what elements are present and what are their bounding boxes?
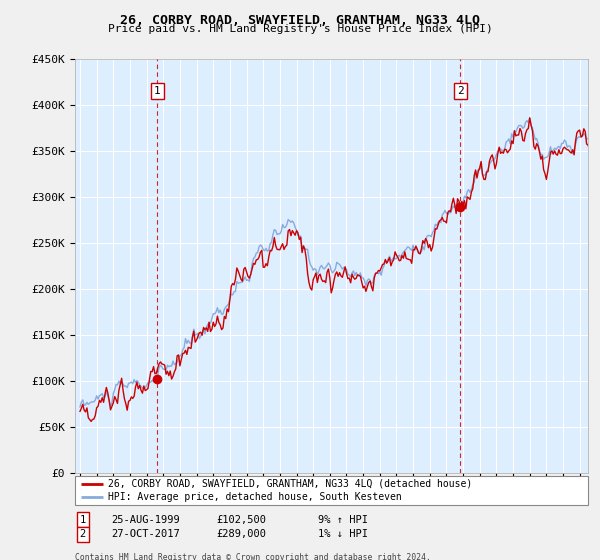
Text: HPI: Average price, detached house, South Kesteven: HPI: Average price, detached house, Sout… — [109, 492, 402, 502]
Text: £102,500: £102,500 — [216, 515, 266, 525]
Text: 1% ↓ HPI: 1% ↓ HPI — [318, 529, 368, 539]
FancyBboxPatch shape — [75, 476, 588, 505]
Text: 2: 2 — [80, 529, 86, 539]
Text: 25-AUG-1999: 25-AUG-1999 — [111, 515, 180, 525]
Text: 26, CORBY ROAD, SWAYFIELD, GRANTHAM, NG33 4LQ: 26, CORBY ROAD, SWAYFIELD, GRANTHAM, NG3… — [120, 14, 480, 27]
Text: 1: 1 — [154, 86, 161, 96]
Text: 2: 2 — [457, 86, 464, 96]
Text: 9% ↑ HPI: 9% ↑ HPI — [318, 515, 368, 525]
Text: Price paid vs. HM Land Registry's House Price Index (HPI): Price paid vs. HM Land Registry's House … — [107, 24, 493, 34]
Text: 26, CORBY ROAD, SWAYFIELD, GRANTHAM, NG33 4LQ (detached house): 26, CORBY ROAD, SWAYFIELD, GRANTHAM, NG3… — [109, 479, 473, 489]
Text: £289,000: £289,000 — [216, 529, 266, 539]
Text: Contains HM Land Registry data © Crown copyright and database right 2024.
This d: Contains HM Land Registry data © Crown c… — [75, 553, 431, 560]
Text: 27-OCT-2017: 27-OCT-2017 — [111, 529, 180, 539]
Text: 1: 1 — [80, 515, 86, 525]
